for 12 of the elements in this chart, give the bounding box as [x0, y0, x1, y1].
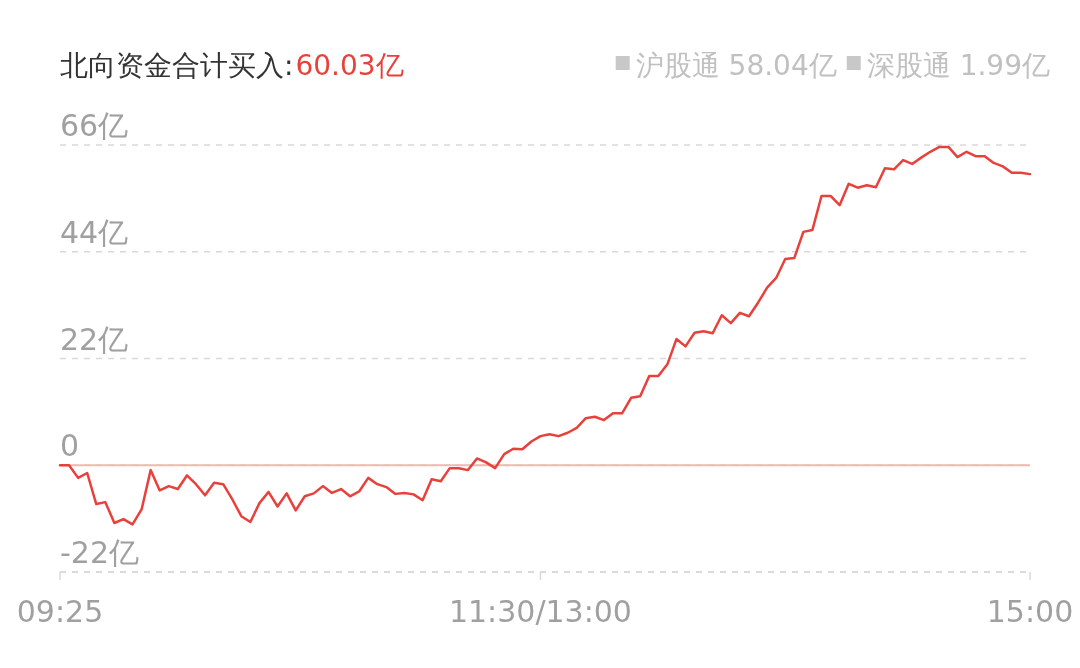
chart-title: 北向资金合计买入: — [60, 49, 294, 82]
y-tick-label: 0 — [60, 428, 80, 464]
y-tick-label: 22亿 — [60, 321, 129, 357]
text: 沪股通 58.04亿 — [635, 49, 837, 82]
x-tick-label: 09:25 — [16, 594, 104, 629]
x-tick-label: 15:00 — [986, 594, 1074, 629]
y-tick-label: 44亿 — [60, 214, 129, 250]
y-tick-label: 66亿 — [60, 108, 129, 143]
text: 60.03亿 — [295, 49, 404, 82]
y-tick-label: -22亿 — [60, 535, 139, 570]
x-tick-label: 11:30/13:00 — [448, 594, 632, 629]
text: 深股通 1.99亿 — [866, 49, 1050, 82]
